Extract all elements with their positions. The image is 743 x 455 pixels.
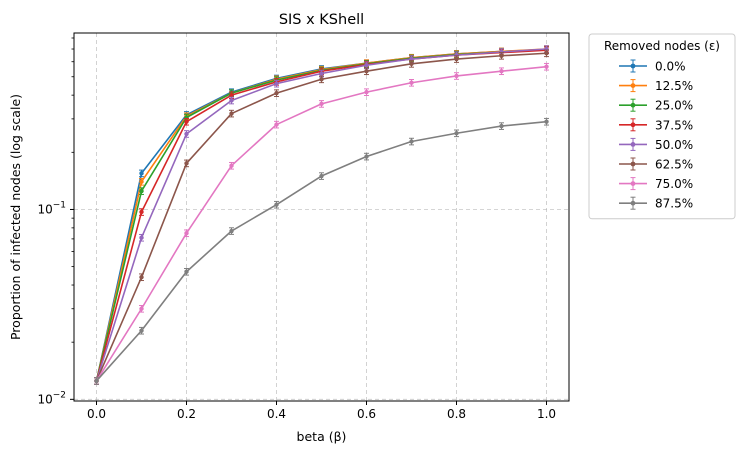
data-point <box>139 235 144 240</box>
data-point <box>184 161 189 166</box>
data-point <box>229 111 234 116</box>
data-point <box>499 53 504 58</box>
legend-swatch-marker <box>630 63 636 69</box>
data-point <box>499 49 504 55</box>
x-tick-label: 0.6 <box>357 407 376 421</box>
legend-item: 12.5% <box>619 79 693 93</box>
grid <box>74 33 569 401</box>
data-point <box>94 378 99 384</box>
legend-item: 37.5% <box>619 118 693 132</box>
data-point <box>184 119 189 124</box>
x-tick-label: 0.8 <box>447 407 466 421</box>
data-point <box>364 63 369 68</box>
series-group <box>94 45 549 385</box>
data-point <box>139 306 144 311</box>
x-tick-label: 1.0 <box>537 407 556 421</box>
data-point <box>229 98 234 103</box>
legend-label: 87.5% <box>655 197 693 211</box>
data-point <box>454 131 459 136</box>
data-point <box>454 73 459 79</box>
legend: Removed nodes (ε) 0.0% 12.5% 25.0% 37.5% 50.… <box>588 33 736 220</box>
legend-label: 75.0% <box>655 177 693 191</box>
data-point <box>319 173 324 179</box>
data-point <box>184 269 189 274</box>
legend-label: 25.0% <box>655 99 693 113</box>
legend-box <box>588 33 736 220</box>
data-point <box>139 274 144 280</box>
legend-title: Removed nodes (ε) <box>604 39 720 53</box>
data-point <box>139 328 144 333</box>
data-point <box>409 80 414 85</box>
data-point <box>454 56 459 62</box>
legend-swatch-marker <box>630 142 636 147</box>
data-point <box>319 71 324 76</box>
legend-label: 12.5% <box>655 79 693 93</box>
chart-title: SIS x KShell <box>279 12 364 28</box>
data-point <box>184 230 189 236</box>
x-tick-label: 0.2 <box>177 407 196 421</box>
plot-frame <box>73 32 570 402</box>
data-point <box>364 154 369 159</box>
x-axis: 0.0 0.2 0.4 0.6 0.8 1.0 <box>87 401 556 421</box>
legend-swatch-marker <box>630 181 636 187</box>
legend-label: 62.5% <box>655 158 693 172</box>
data-point <box>274 122 279 127</box>
data-point <box>229 163 234 168</box>
legend-swatch-marker <box>630 200 636 206</box>
legend-item: 62.5% <box>619 157 693 172</box>
x-axis-title: beta (β) <box>297 429 347 444</box>
legend-swatch-marker <box>630 161 636 167</box>
legend-label: 0.0% <box>655 60 686 74</box>
y-axis-title: Proportion of infected nodes (log scale) <box>8 94 23 340</box>
legend-swatch-marker <box>630 122 636 128</box>
legend-item: 25.0% <box>619 98 693 113</box>
data-point <box>499 123 504 129</box>
data-point <box>274 90 279 96</box>
x-tick-label: 0.4 <box>267 407 286 421</box>
data-point <box>319 101 324 107</box>
legend-label: 50.0% <box>655 138 693 152</box>
data-point <box>499 68 504 74</box>
legend-item: 87.5% <box>619 196 693 211</box>
legend-swatch-marker <box>630 102 636 108</box>
data-point <box>409 61 414 67</box>
data-point <box>274 81 279 86</box>
data-point <box>139 209 144 215</box>
data-point <box>139 179 144 184</box>
data-point <box>139 188 144 194</box>
data-point <box>229 228 234 234</box>
legend-item: 75.0% <box>619 177 693 191</box>
legend-swatch-marker <box>630 83 636 88</box>
data-point <box>364 89 369 95</box>
data-point <box>139 171 144 176</box>
x-tick-label: 0.0 <box>87 407 106 421</box>
data-point <box>544 51 549 56</box>
data-point <box>184 131 189 137</box>
data-point <box>544 64 549 69</box>
data-point <box>319 77 324 82</box>
data-point <box>364 68 369 74</box>
data-point <box>274 202 279 207</box>
data-point <box>544 119 549 124</box>
legend-item: 0.0% <box>619 59 686 74</box>
legend-label: 37.5% <box>655 118 693 132</box>
data-point <box>409 139 414 144</box>
legend-item: 50.0% <box>619 137 693 152</box>
data-point <box>229 92 234 98</box>
series-87.5% <box>94 117 549 385</box>
